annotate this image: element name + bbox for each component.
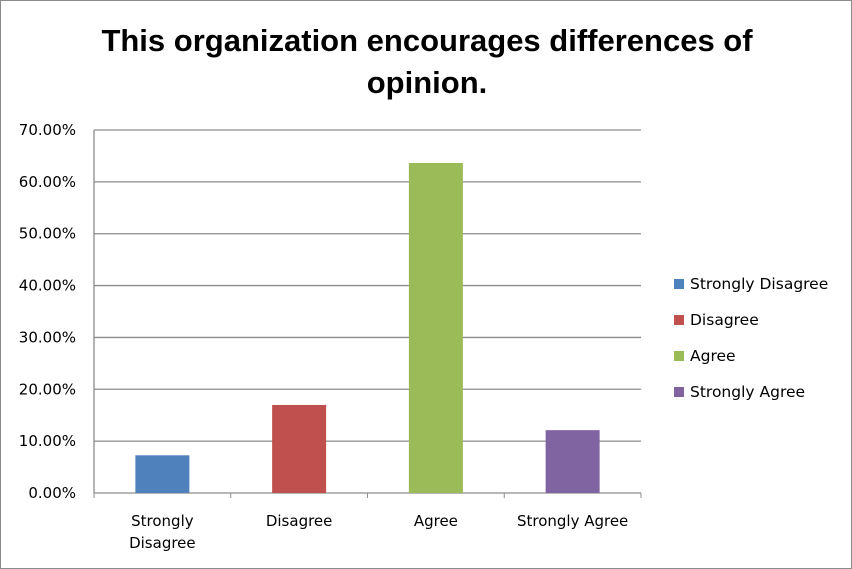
legend-swatch (674, 387, 684, 397)
y-tick-label: 60.00% (19, 173, 76, 191)
bar-strongly-disagree (135, 455, 190, 493)
y-tick-label: 50.00% (19, 225, 76, 243)
legend-label: Strongly Disagree (690, 275, 828, 293)
chart-title-line-2: opinion. (367, 65, 488, 100)
x-category-label: Agree (414, 512, 458, 530)
x-category-label: Disagree (129, 534, 196, 552)
legend-swatch (674, 351, 684, 361)
bar-strongly-agree (545, 430, 600, 493)
legend-label: Strongly Agree (690, 383, 805, 401)
legend-swatch (674, 315, 684, 325)
y-tick-label: 70.00% (19, 121, 76, 139)
bar-disagree (272, 404, 327, 493)
chart-title-line-1: This organization encourages differences… (101, 23, 753, 58)
y-tick-label: 20.00% (19, 380, 76, 398)
bar-agree (408, 162, 463, 493)
legend-label: Agree (690, 347, 736, 365)
x-category-label: Disagree (266, 512, 333, 530)
legend-swatch (674, 279, 684, 289)
y-tick-label: 10.00% (19, 432, 76, 450)
y-tick-label: 30.00% (19, 328, 76, 346)
y-tick-label: 40.00% (19, 277, 76, 295)
x-category-label: Strongly (131, 512, 194, 530)
y-tick-label: 0.00% (28, 484, 76, 502)
x-category-label: Strongly Agree (517, 512, 628, 530)
legend-label: Disagree (690, 311, 759, 329)
